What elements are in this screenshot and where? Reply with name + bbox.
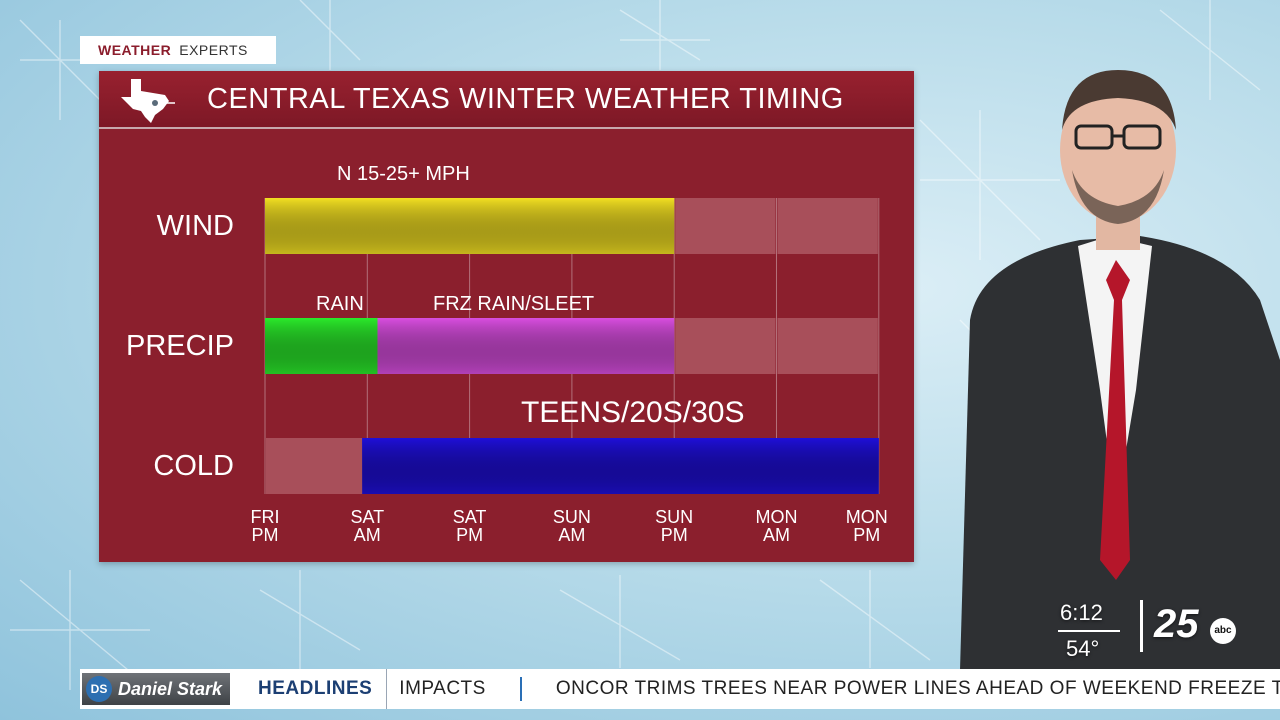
row-label-precip: PRECIP bbox=[126, 330, 234, 362]
brand-experts: EXPERTS bbox=[179, 42, 248, 58]
timing-chart: WIND PRECIP COLD N 15-25+ MPH RAIN FRZ RAIN/S… bbox=[99, 71, 914, 562]
current-time: 6:12 bbox=[1060, 600, 1103, 625]
panel-title: CENTRAL TEXAS WINTER WEATHER TIMING bbox=[207, 83, 844, 115]
panel-header: CENTRAL TEXAS WINTER WEATHER TIMING bbox=[99, 71, 914, 129]
bar-shade-wind bbox=[265, 198, 675, 254]
segment-label: TEENS/20S/30S bbox=[521, 396, 745, 429]
ticker-story: ONCOR TRIMS TREES NEAR POWER LINES AHEAD… bbox=[555, 678, 1280, 699]
inactive-slot bbox=[675, 198, 776, 254]
brand-weather: WEATHER bbox=[98, 42, 172, 58]
row-label-cold: COLD bbox=[153, 450, 234, 482]
meteorologist-presenter bbox=[960, 70, 1280, 670]
abc-logo: abc bbox=[1210, 618, 1236, 644]
sponsor-name: Daniel Stark bbox=[118, 678, 223, 699]
ticker-divider bbox=[519, 677, 522, 701]
time-divider bbox=[1058, 630, 1120, 632]
ticker-separator bbox=[386, 669, 388, 709]
inactive-slot bbox=[777, 318, 878, 374]
bug-divider bbox=[1140, 600, 1143, 652]
current-temperature: 54° bbox=[1066, 636, 1100, 661]
weather-experts-tag: WEATHER EXPERTS bbox=[80, 36, 276, 64]
x-tick-label: FRI PM bbox=[250, 507, 280, 545]
bar-shade-frz_rain_sleet bbox=[377, 318, 675, 374]
x-tick-label: SUN PM bbox=[655, 507, 694, 545]
weather-timing-panel: CENTRAL TEXAS WINTER WEATHER TIMING WIND… bbox=[99, 71, 914, 562]
news-ticker: DS Daniel Stark HEADLINES IMPACTS ONCOR … bbox=[80, 669, 1280, 709]
station-logo: 25 bbox=[1154, 602, 1199, 646]
time-temp-bug: 6:12 54° 25 abc bbox=[1050, 596, 1240, 666]
bar-shade-cold bbox=[362, 438, 879, 494]
ticker-topic: IMPACTS bbox=[399, 678, 486, 699]
segment-label: RAIN bbox=[316, 293, 364, 315]
sponsor-logo: DS Daniel Stark bbox=[82, 673, 230, 705]
x-tick-label: SAT AM bbox=[350, 507, 385, 545]
inactive-slot bbox=[266, 438, 367, 494]
segment-label: N 15-25+ MPH bbox=[337, 163, 470, 185]
x-tick-label: MON AM bbox=[755, 507, 798, 545]
bar-shade-rain bbox=[265, 318, 378, 374]
x-tick-label: MON PM bbox=[845, 507, 888, 545]
sponsor-ds-icon: DS bbox=[86, 676, 112, 702]
texas-map-icon bbox=[121, 79, 175, 123]
ticker-section: HEADLINES bbox=[258, 678, 373, 699]
inactive-slot bbox=[777, 198, 878, 254]
segment-label: FRZ RAIN/SLEET bbox=[433, 293, 595, 315]
x-tick-label: SAT PM bbox=[452, 507, 487, 545]
row-label-wind: WIND bbox=[156, 210, 234, 242]
timing-chart-svg bbox=[264, 198, 880, 494]
x-tick-label: SUN AM bbox=[552, 507, 591, 545]
inactive-slot bbox=[675, 318, 776, 374]
